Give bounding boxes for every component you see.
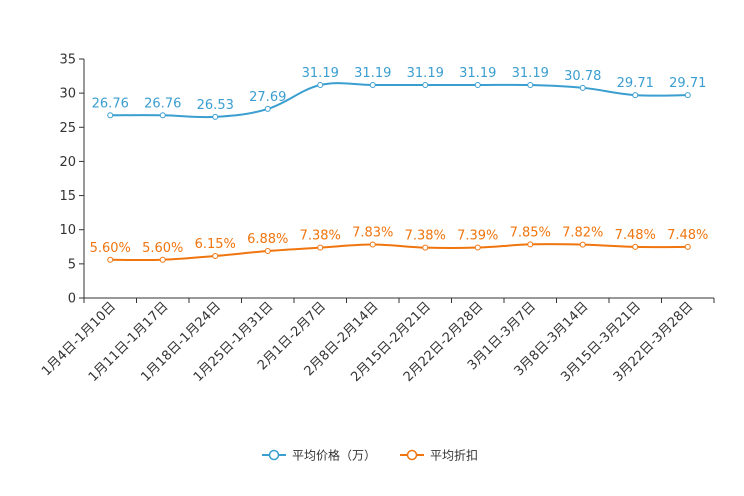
data-point[interactable] <box>212 113 219 120</box>
legend-item-2[interactable]: 平均折扣 <box>400 448 478 463</box>
data-point[interactable] <box>474 244 481 251</box>
data-label: 31.19 <box>354 66 391 81</box>
data-point[interactable] <box>422 244 429 251</box>
data-label: 6.88% <box>247 232 288 247</box>
y-tick-label: 10 <box>59 223 76 238</box>
data-point[interactable] <box>527 82 534 89</box>
series-line <box>110 243 688 262</box>
data-label: 31.19 <box>407 66 444 81</box>
legend[interactable]: 平均价格（万） 平均折扣 <box>262 448 478 463</box>
axes: 051015202530351月4日-1月10日1月11日-1月17日1月18日… <box>39 53 715 385</box>
data-label: 26.76 <box>92 96 129 111</box>
data-label: 30.78 <box>564 69 601 84</box>
data-label: 7.82% <box>562 226 603 241</box>
y-tick-label: 0 <box>68 292 76 307</box>
data-point[interactable] <box>474 82 481 89</box>
data-point[interactable] <box>264 105 271 112</box>
y-tick-label: 25 <box>59 121 76 136</box>
data-point[interactable] <box>579 241 586 248</box>
data-point[interactable] <box>107 112 114 119</box>
data-label: 7.39% <box>457 229 498 244</box>
data-label: 26.76 <box>144 96 181 111</box>
data-point[interactable] <box>212 253 219 260</box>
data-label: 7.83% <box>352 226 393 241</box>
y-tick-label: 20 <box>59 155 76 170</box>
data-label: 5.60% <box>142 241 183 256</box>
data-point[interactable] <box>159 112 166 119</box>
legend-label: 平均折扣 <box>430 448 478 463</box>
data-point[interactable] <box>317 244 324 251</box>
data-point[interactable] <box>159 256 166 263</box>
series-layer: 26.76 26.76 26.53 27.69 31.19 31.19 31.19 31.19… <box>90 66 708 263</box>
y-tick-label: 15 <box>59 189 76 204</box>
data-label: 7.85% <box>510 225 551 240</box>
data-point[interactable] <box>422 82 429 89</box>
legend-label: 平均价格（万） <box>292 448 376 463</box>
y-tick-label: 35 <box>59 53 76 68</box>
data-point[interactable] <box>579 84 586 91</box>
data-point[interactable] <box>527 241 534 248</box>
data-label: 7.38% <box>405 229 446 244</box>
data-point[interactable] <box>684 92 691 99</box>
y-tick-label: 30 <box>59 87 76 102</box>
data-label: 7.48% <box>615 228 656 243</box>
legend-marker-icon <box>406 449 418 461</box>
series-1: 26.76 26.76 26.53 27.69 31.19 31.19 31.19 31.19… <box>92 66 706 120</box>
data-point[interactable] <box>317 82 324 89</box>
data-label: 7.38% <box>300 229 341 244</box>
data-label: 29.71 <box>617 76 654 91</box>
data-label: 6.15% <box>195 237 236 252</box>
data-label: 27.69 <box>249 90 286 105</box>
series-2: 5.60% 5.60% 6.15% 6.88% 7.38% 7.83% 7.38% 7.39%… <box>90 225 708 263</box>
data-label: 31.19 <box>459 66 496 81</box>
data-point[interactable] <box>369 241 376 248</box>
data-point[interactable] <box>369 82 376 89</box>
data-point[interactable] <box>684 243 691 250</box>
data-label: 5.60% <box>90 241 131 256</box>
data-label: 29.71 <box>669 76 706 91</box>
data-label: 26.53 <box>197 98 234 113</box>
data-label: 31.19 <box>302 66 339 81</box>
data-point[interactable] <box>264 248 271 255</box>
data-label: 7.48% <box>667 228 708 243</box>
y-tick-label: 5 <box>68 257 76 272</box>
legend-item-1[interactable]: 平均价格（万） <box>262 448 376 463</box>
data-point[interactable] <box>107 256 114 263</box>
data-label: 31.19 <box>512 66 549 81</box>
data-point[interactable] <box>632 243 639 250</box>
data-point[interactable] <box>632 92 639 99</box>
series-line <box>110 82 688 119</box>
legend-marker-icon <box>268 449 280 461</box>
